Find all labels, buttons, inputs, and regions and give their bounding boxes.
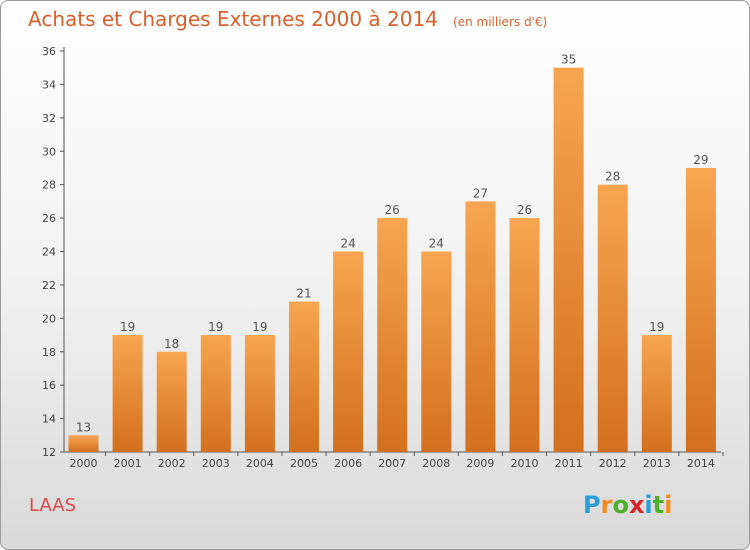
- x-tick-label: 2005: [290, 457, 318, 470]
- data-label-2003: 19: [208, 320, 223, 334]
- bars: [68, 67, 716, 453]
- data-label-2009: 27: [473, 186, 488, 200]
- bar-2001: [112, 335, 143, 452]
- data-labels: 13 19 18 19 19 21 24 26 24 27 26 35 28 19 29: [76, 53, 709, 435]
- logo-letter: t: [652, 491, 665, 519]
- data-label-2007: 26: [385, 203, 400, 217]
- x-tick-label: 2011: [555, 457, 583, 470]
- data-label-2004: 19: [252, 320, 267, 334]
- bar-2012: [597, 184, 628, 452]
- y-tick-label: 32: [42, 112, 56, 125]
- y-tick-label: 16: [42, 379, 56, 392]
- data-label-2002: 18: [164, 337, 179, 351]
- bar-2008: [421, 251, 452, 452]
- x-tick-label: 2004: [246, 457, 274, 470]
- y-tick-label: 12: [42, 446, 56, 459]
- bar-2014: [685, 167, 716, 453]
- bar-2013: [641, 335, 672, 452]
- logo-letter: P: [583, 491, 601, 519]
- x-tick-label: 2003: [202, 457, 230, 470]
- y-tick-label: 34: [42, 78, 56, 91]
- x-tick-label: 2008: [422, 457, 450, 470]
- y-tick-label: 18: [42, 346, 56, 359]
- x-tick-label: 2013: [643, 457, 671, 470]
- y-tick-label: 24: [42, 246, 56, 259]
- bar-2000: [68, 435, 99, 452]
- data-label-2014: 29: [693, 153, 708, 167]
- x-tick-label: 2009: [466, 457, 494, 470]
- commune-name: LAAS: [29, 495, 76, 516]
- y-tick-label: 20: [42, 312, 56, 325]
- data-label-2010: 26: [517, 203, 532, 217]
- x-tick-label: 2006: [334, 457, 362, 470]
- data-label-2005: 21: [296, 287, 311, 301]
- y-tick-label: 14: [42, 413, 56, 426]
- proxiti-logo[interactable]: Proxiti: [583, 491, 672, 519]
- data-label-2008: 24: [429, 237, 444, 251]
- bar-2003: [200, 335, 231, 452]
- x-tick-label: 2001: [114, 457, 142, 470]
- bar-2010: [509, 218, 540, 452]
- y-tick-label: 28: [42, 179, 56, 192]
- data-label-2001: 19: [120, 320, 135, 334]
- y-tick-label: 26: [42, 212, 56, 225]
- x-tick-label: 2002: [158, 457, 186, 470]
- logo-letter: i: [664, 491, 673, 519]
- y-tick-label: 36: [42, 45, 56, 58]
- x-tick-label: 2000: [70, 457, 98, 470]
- data-label-2012: 28: [605, 170, 620, 184]
- logo-letter: x: [628, 491, 645, 519]
- x-tick-label: 2014: [687, 457, 715, 470]
- chart-title-group: Achats et Charges Externes 2000 à 2014 (…: [28, 7, 547, 31]
- data-label-2013: 19: [649, 320, 664, 334]
- chart-unit: (en milliers d'€): [453, 15, 548, 29]
- bar-2005: [289, 301, 319, 452]
- bar-2002: [156, 351, 187, 452]
- data-label-2006: 24: [340, 237, 355, 251]
- x-tick-label: 2010: [511, 457, 539, 470]
- bar-2004: [244, 335, 275, 452]
- logo-letter: r: [600, 491, 613, 519]
- bar-2007: [377, 218, 408, 452]
- y-tick-label: 22: [42, 279, 56, 292]
- logo-letter: i: [644, 491, 653, 519]
- bar-2011: [553, 67, 584, 452]
- bar-2006: [333, 251, 364, 452]
- axes: 12 14 16 18 20 22 24 26 28 30 32 34 36 2000 2001 2002 20…: [42, 45, 724, 470]
- bar-2009: [465, 201, 496, 452]
- y-tick-label: 30: [42, 145, 56, 158]
- x-tick-label: 2007: [378, 457, 406, 470]
- chart-title: Achats et Charges Externes 2000 à 2014: [28, 7, 438, 31]
- logo-letter: o: [612, 491, 629, 519]
- x-tick-label: 2012: [599, 457, 627, 470]
- data-label-2000: 13: [76, 420, 91, 434]
- data-label-2011: 35: [561, 53, 576, 67]
